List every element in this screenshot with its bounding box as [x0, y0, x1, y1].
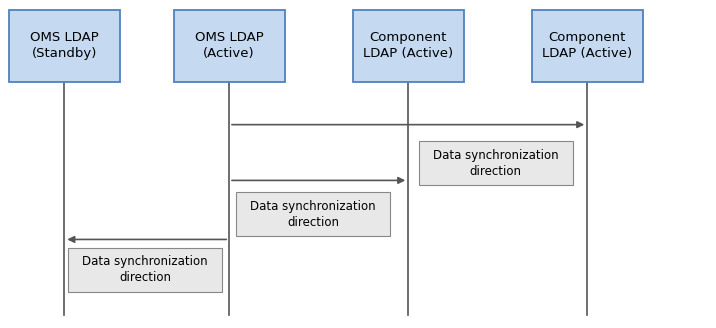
FancyBboxPatch shape — [236, 192, 390, 236]
FancyBboxPatch shape — [419, 141, 573, 185]
FancyBboxPatch shape — [9, 10, 120, 82]
FancyBboxPatch shape — [173, 10, 284, 82]
Text: OMS LDAP
(Active): OMS LDAP (Active) — [195, 31, 263, 60]
Text: Data synchronization
direction: Data synchronization direction — [251, 199, 376, 229]
FancyBboxPatch shape — [352, 10, 464, 82]
Text: Data synchronization
direction: Data synchronization direction — [82, 255, 208, 284]
FancyBboxPatch shape — [68, 248, 222, 292]
FancyBboxPatch shape — [531, 10, 643, 82]
Text: Component
LDAP (Active): Component LDAP (Active) — [363, 31, 453, 60]
Text: OMS LDAP
(Standby): OMS LDAP (Standby) — [30, 31, 99, 60]
Text: Component
LDAP (Active): Component LDAP (Active) — [542, 31, 632, 60]
Text: Data synchronization
direction: Data synchronization direction — [433, 149, 558, 178]
